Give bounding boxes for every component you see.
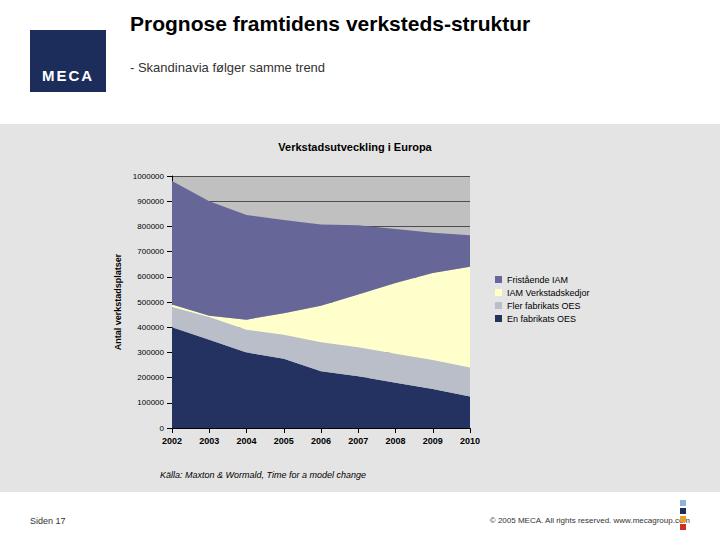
svg-text:IAM Verkstadskedjor: IAM Verkstadskedjor: [507, 288, 590, 298]
svg-text:2009: 2009: [423, 436, 443, 446]
svg-text:200000: 200000: [137, 373, 164, 382]
html-text:Källa: Maxton & Wormald, Time: Källa: Maxton & Wormald, Time for a mode…: [160, 470, 366, 480]
svg-text:2008: 2008: [385, 436, 405, 446]
html-text:Prognose framtidens verksteds-: Prognose framtidens verksteds-struktur: [130, 12, 531, 35]
html-text:MECA: MECA: [41, 67, 95, 84]
svg-text:300000: 300000: [137, 348, 164, 357]
svg-text:600000: 600000: [137, 272, 164, 281]
svg-text:400000: 400000: [137, 323, 164, 332]
svg-text:700000: 700000: [137, 247, 164, 256]
svg-text:2003: 2003: [199, 436, 219, 446]
svg-text:Fristående IAM: Fristående IAM: [507, 275, 568, 285]
svg-text:500000: 500000: [137, 298, 164, 307]
svg-text:100000: 100000: [137, 398, 164, 407]
html-text:Siden 17: Siden 17: [30, 516, 66, 526]
svg-text:2004: 2004: [236, 436, 256, 446]
svg-text:2002: 2002: [162, 436, 182, 446]
svg-text:0: 0: [160, 424, 165, 433]
svg-text:2006: 2006: [311, 436, 331, 446]
html-text:- Skandinavia følger samme tre: - Skandinavia følger samme trend: [130, 60, 326, 75]
svg-text:En fabrikats OES: En fabrikats OES: [507, 314, 576, 324]
svg-text:2005: 2005: [274, 436, 294, 446]
svg-text:Antal verkstadsplatser: Antal verkstadsplatser: [113, 253, 123, 350]
svg-text:2007: 2007: [348, 436, 368, 446]
svg-text:900000: 900000: [137, 197, 164, 206]
svg-text:1000000: 1000000: [133, 172, 165, 181]
svg-text:Verkstadsutveckling i Europa: Verkstadsutveckling i Europa: [278, 141, 432, 153]
svg-text:Fler fabrikats OES: Fler fabrikats OES: [507, 301, 581, 311]
svg-text:800000: 800000: [137, 222, 164, 231]
html-text:© 2005 MECA. All rights reserv: © 2005 MECA. All rights reserved. www.me…: [489, 516, 690, 525]
svg-text:2010: 2010: [460, 436, 480, 446]
